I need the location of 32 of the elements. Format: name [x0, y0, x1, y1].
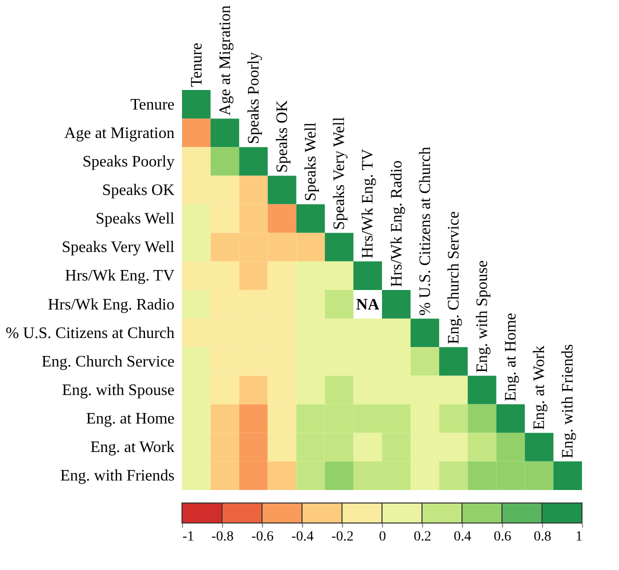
color-bar-label: 0.2: [414, 530, 432, 544]
color-bar-label: -0.2: [331, 530, 354, 544]
x-tick-label: Eng. with Spouse: [474, 260, 491, 373]
x-tick-label: Hrs/Wk Eng. TV: [360, 148, 377, 258]
color-bar-label: -0.8: [211, 530, 234, 544]
y-tick-label: Eng. with Friends: [60, 468, 174, 485]
x-tick-label: Speaks Poorly: [245, 52, 262, 144]
x-tick-label: Eng. at Work: [531, 346, 548, 430]
y-tick-label: Eng. at Work: [90, 439, 174, 456]
y-tick-label: Eng. at Home: [86, 410, 174, 428]
x-tick-label: Hrs/Wk Eng. Radio: [388, 160, 406, 287]
color-bar-label: 0: [379, 530, 386, 544]
x-tick-label: Eng. Church Service: [445, 211, 462, 344]
x-tick-label: Tenure: [188, 42, 206, 87]
color-bar-label: -1: [182, 530, 194, 544]
x-tick-label: Speaks OK: [274, 100, 291, 173]
y-tick-label: Speaks Very Well: [62, 239, 176, 256]
color-bar-label: 0.8: [534, 530, 552, 544]
y-tick-label: Hrs/Wk Eng. Radio: [48, 296, 174, 314]
y-tick-label: Speaks OK: [102, 182, 175, 199]
color-bar-label: 0.4: [454, 530, 472, 544]
color-bar-label: -0.6: [251, 530, 274, 544]
color-bar-label: 1: [576, 530, 582, 544]
x-tick-label: Eng. with Friends: [560, 344, 577, 458]
color-bar-label: 0.6: [494, 530, 512, 544]
color-bar-label: -0.4: [291, 530, 314, 544]
y-tick-label: % U.S. Citizens at Church: [6, 324, 174, 342]
x-tick-label: Speaks Very Well: [331, 116, 348, 230]
x-tick-label: Speaks Well: [302, 122, 320, 202]
x-tick-label: Eng. at Home: [502, 312, 520, 402]
x-tick-label: % U.S. Citizens at Church: [416, 146, 434, 316]
text: NA: [356, 296, 380, 314]
